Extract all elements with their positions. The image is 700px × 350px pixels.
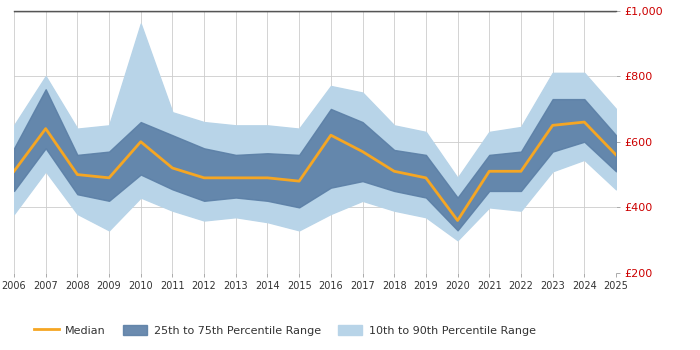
Median bbox=[327, 133, 335, 137]
Median bbox=[105, 176, 113, 180]
Median bbox=[390, 169, 398, 173]
Median bbox=[263, 176, 272, 180]
Median bbox=[200, 176, 209, 180]
Median bbox=[485, 169, 494, 173]
Median bbox=[74, 173, 82, 177]
Median bbox=[10, 169, 18, 173]
Median bbox=[612, 153, 620, 157]
Median bbox=[232, 176, 240, 180]
Median bbox=[358, 149, 367, 154]
Median bbox=[136, 140, 145, 144]
Median bbox=[548, 123, 556, 127]
Median bbox=[41, 127, 50, 131]
Median bbox=[295, 179, 303, 183]
Median bbox=[421, 176, 430, 180]
Median bbox=[168, 166, 176, 170]
Legend: Median, 25th to 75th Percentile Range, 10th to 90th Percentile Range: Median, 25th to 75th Percentile Range, 1… bbox=[29, 321, 540, 340]
Median bbox=[580, 120, 589, 124]
Line: Median: Median bbox=[14, 122, 616, 220]
Median bbox=[517, 169, 525, 173]
Median bbox=[454, 218, 462, 223]
